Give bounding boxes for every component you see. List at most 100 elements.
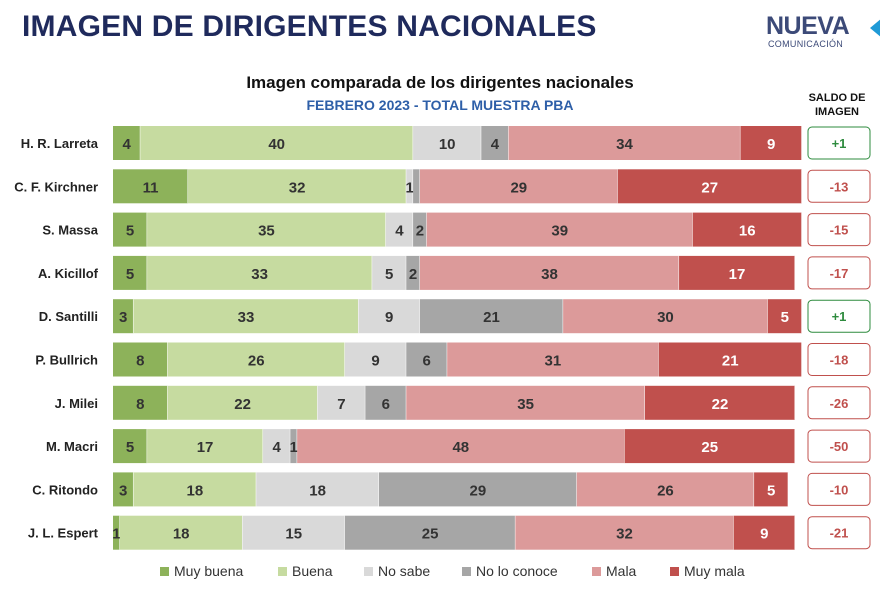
data-label: 22 [234,396,251,413]
company-logo: NUEVA COMUNICACIÓN [766,12,880,50]
bar-segment [406,169,414,204]
data-label: 1 [112,526,120,543]
saldo-box [807,429,871,463]
bar-segment [140,126,414,160]
data-label: 31 [545,353,562,370]
data-label: 39 [551,223,568,240]
bar-segment [317,385,366,420]
bar-separator [794,515,796,550]
bar-segment [406,385,645,420]
bar-segment [242,515,345,550]
saldo-value: +1 [832,309,847,324]
bar-segment [147,255,373,290]
data-label: 16 [739,223,756,240]
bar-segment [113,515,120,550]
category-label: J. L. Espert [28,526,99,541]
bar-segment [297,429,625,464]
data-label: 17 [197,439,214,456]
data-label: 4 [122,136,131,153]
saldo-header: SALDO DE IMAGEN [808,92,866,118]
saldo-value: -15 [830,223,849,238]
bar-segment [147,212,386,247]
saldo-box [807,213,871,247]
saldo-box [807,256,871,290]
data-label: 9 [760,526,768,543]
data-label: 25 [422,526,439,543]
data-label: 6 [423,353,431,370]
bar-segment [740,126,802,160]
data-label: 35 [258,223,275,240]
data-label: 2 [416,223,424,240]
data-label: 3 [119,309,127,326]
legend-label: Muy buena [174,563,244,579]
legend-swatch [364,567,373,576]
bar-separator [801,126,803,160]
data-label: 18 [186,482,203,499]
saldo-box [807,299,871,333]
category-label: P. Bullrich [35,353,98,368]
bar-segment [733,515,795,550]
bar-segment [563,299,768,334]
saldo-value: +1 [832,136,847,151]
data-label: 21 [483,309,500,326]
data-label: 18 [309,482,326,499]
page-title: IMAGEN DE DIRIGENTES NACIONALES [22,10,597,43]
legend-label: No lo conoce [476,563,558,579]
saldo-value: -26 [830,396,849,411]
bar-segment [447,342,659,377]
category-label: A. Kicillof [38,266,99,281]
legend-item: No lo conoce [462,563,558,579]
data-label: 2 [409,266,417,283]
category-label: D. Santilli [39,309,98,324]
saldo-value: -10 [830,482,849,497]
data-label: 34 [616,136,633,153]
bar-segment [147,429,264,464]
data-label: 5 [126,223,134,240]
bar-separator [801,169,803,204]
data-label: 9 [767,136,775,153]
saldo-value: -13 [830,179,849,194]
bar-segment [119,515,243,550]
data-label: 9 [385,309,393,326]
saldo-value: -17 [830,266,849,281]
bar-segment [767,299,802,334]
bar-segment [481,126,509,160]
category-label: M. Macri [46,439,98,454]
data-label: 25 [701,439,718,456]
bar-segment [290,429,298,464]
data-label: 30 [657,309,674,326]
bar-segment [133,472,257,507]
data-label: 21 [722,353,739,370]
bar-segment [113,472,134,507]
bar-segment [372,255,407,290]
category-label: H. R. Larreta [21,136,99,151]
legend-swatch [592,567,601,576]
bar-segment [113,169,189,204]
legend-swatch [670,567,679,576]
data-label: 8 [136,353,144,370]
data-label: 33 [238,309,255,326]
bar-segment [113,255,148,290]
category-label: J. Milei [55,396,98,411]
saldo-box [807,169,871,203]
bar-segment [263,429,291,464]
logo-main-text: NUEVA [766,12,850,40]
legend-label: Buena [292,563,333,579]
bar-separator [801,299,803,334]
data-label: 5 [767,482,775,499]
saldo-value: -50 [830,439,849,454]
data-label: 6 [382,396,390,413]
legend-label: Mala [606,563,637,579]
bar-segment [406,255,420,290]
data-label: 29 [510,179,527,196]
bar-segment [378,472,577,507]
data-label: 33 [251,266,268,283]
data-label: 27 [701,179,718,196]
data-label: 11 [143,179,159,196]
legend-item: Mala [592,563,636,579]
stacked-bar-chart: H. R. Larreta 4 40 10 4 34 9 +1C. F. Kirchner 11… [14,126,871,550]
data-label: 4 [273,439,282,456]
data-label: 5 [781,309,789,326]
legend-swatch [462,567,471,576]
bar-segment [344,515,516,550]
